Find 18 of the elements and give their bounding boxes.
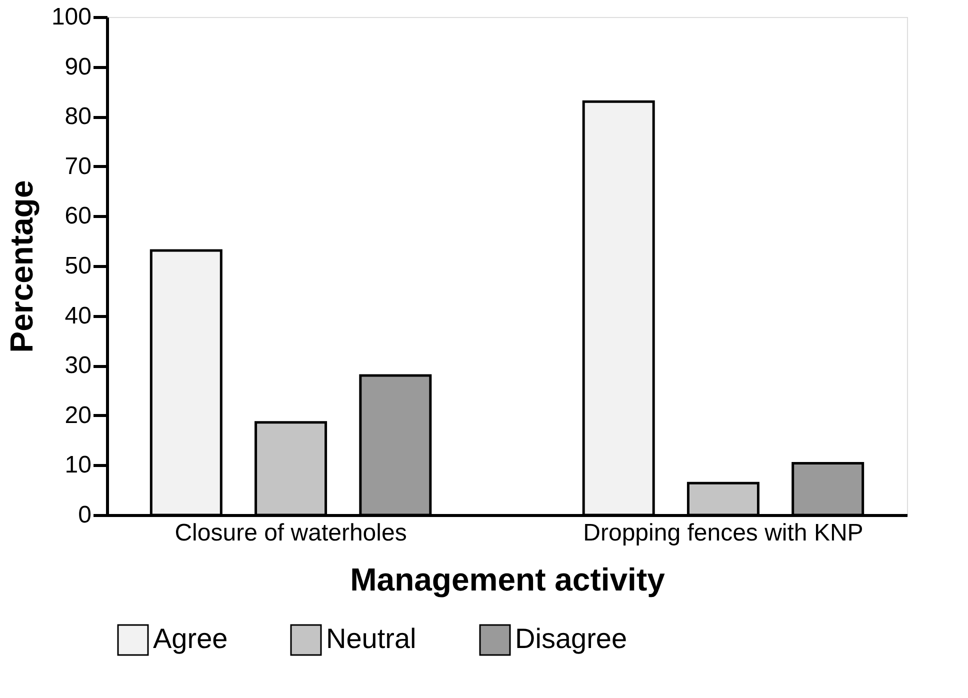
y-tick-label: 100 [51, 4, 92, 30]
y-tick-label: 0 [78, 502, 92, 528]
y-tick-label: 60 [64, 202, 92, 230]
x-tick-label: Closure of waterholes [174, 520, 407, 546]
x-tick-label: Dropping fences with KNP [583, 520, 864, 546]
y-tick-label: 30 [64, 352, 92, 380]
y-axis-title: Percentage [3, 180, 40, 353]
y-tick-label: 70 [64, 152, 92, 180]
legend-label: Disagree [515, 623, 628, 654]
y-tick-label: 20 [64, 402, 92, 429]
y-tick-label: 40 [64, 302, 92, 330]
y-tick-label: 80 [64, 103, 92, 130]
legend-label: Agree [153, 623, 228, 654]
x-axis-title: Management activity [350, 562, 666, 598]
y-tick-label: 10 [64, 452, 92, 479]
y-tick-label: 50 [64, 252, 92, 280]
legend-label: Neutral [326, 623, 416, 654]
y-tick-label: 90 [64, 53, 92, 80]
